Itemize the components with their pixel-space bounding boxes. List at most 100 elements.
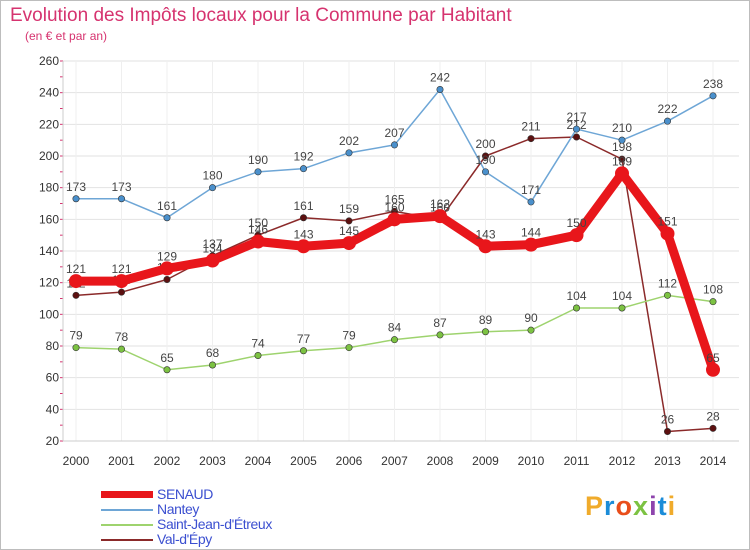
x-tick-label: 2009 <box>472 454 499 468</box>
data-label-saint-jean-d-treux: 108 <box>703 283 723 297</box>
data-label-val-d-py: 200 <box>475 137 495 151</box>
data-label-val-d-py: 26 <box>661 413 675 427</box>
data-point-val-d-py <box>709 424 717 432</box>
legend-label-senaud: SENAUD <box>157 486 213 502</box>
data-point-val-d-py <box>345 217 353 225</box>
x-tick-label: 2010 <box>518 454 545 468</box>
data-label-val-d-py: 28 <box>706 409 720 423</box>
data-label-val-d-py: 212 <box>566 118 586 132</box>
data-label-nantey: 207 <box>384 126 404 140</box>
data-label-val-d-py: 160 <box>430 200 450 214</box>
data-label-nantey: 173 <box>66 180 86 194</box>
data-label-saint-jean-d-treux: 89 <box>479 313 493 327</box>
logo-letter: t <box>657 491 668 521</box>
data-point-senaud <box>433 209 447 224</box>
data-point-nantey <box>618 136 626 144</box>
data-label-val-d-py: 159 <box>339 202 359 216</box>
legend-swatch-senaud <box>101 491 153 498</box>
data-point-senaud <box>160 261 174 276</box>
y-tick-label: 40 <box>46 402 60 416</box>
data-label-saint-jean-d-treux: 104 <box>566 289 586 303</box>
y-tick-label: 240 <box>39 86 59 100</box>
logo-letter: x <box>633 491 650 521</box>
data-label-saint-jean-d-treux: 74 <box>251 337 265 351</box>
data-label-senaud: 129 <box>157 249 177 263</box>
data-point-nantey <box>527 198 535 206</box>
legend-swatch-val-d-epy <box>101 539 153 541</box>
data-point-saint-jean-d-treux <box>709 298 717 306</box>
data-point-saint-jean-d-treux <box>572 304 580 312</box>
data-label-nantey: 173 <box>111 180 131 194</box>
data-point-val-d-py <box>163 275 171 283</box>
x-tick-label: 2011 <box>564 454 590 468</box>
data-label-saint-jean-d-treux: 65 <box>160 351 174 365</box>
data-label-nantey: 238 <box>703 77 723 91</box>
logo-letter: i <box>649 491 658 521</box>
data-label-senaud: 65 <box>706 351 720 365</box>
data-point-saint-jean-d-treux <box>254 351 262 359</box>
data-label-saint-jean-d-treux: 90 <box>524 311 538 325</box>
data-point-val-d-py <box>572 133 580 141</box>
data-label-nantey: 180 <box>202 169 222 183</box>
data-point-senaud <box>706 362 720 377</box>
data-label-val-d-py: 137 <box>202 237 222 251</box>
data-point-saint-jean-d-treux <box>618 304 626 312</box>
data-label-saint-jean-d-treux: 112 <box>658 276 677 290</box>
data-point-saint-jean-d-treux <box>345 344 353 352</box>
data-label-saint-jean-d-treux: 79 <box>342 329 356 343</box>
data-point-saint-jean-d-treux <box>72 344 80 352</box>
data-label-senaud: 121 <box>66 262 86 276</box>
data-label-nantey: 192 <box>293 150 313 164</box>
legend-label-val-d-epy: Val-d'Épy <box>157 531 212 547</box>
y-tick-label: 140 <box>39 244 59 258</box>
data-point-senaud <box>342 236 356 251</box>
data-point-saint-jean-d-treux <box>209 361 217 369</box>
x-tick-label: 2008 <box>427 454 454 468</box>
x-tick-label: 2012 <box>609 454 636 468</box>
legend-label-nantey: Nantey <box>157 501 199 517</box>
data-point-nantey <box>663 117 671 125</box>
data-label-val-d-py: 198 <box>612 140 632 154</box>
legend-swatch-nantey <box>101 509 153 511</box>
data-point-nantey <box>72 195 80 203</box>
data-label-senaud: 151 <box>657 215 677 229</box>
data-point-senaud <box>615 166 629 181</box>
data-point-senaud <box>569 228 584 243</box>
data-point-senaud <box>478 239 493 254</box>
logo-letter: i <box>667 491 677 521</box>
y-tick-label: 200 <box>39 149 59 163</box>
data-point-nantey <box>163 214 171 222</box>
x-tick-label: 2013 <box>654 454 681 468</box>
x-tick-label: 2007 <box>381 454 408 468</box>
data-label-senaud: 143 <box>475 227 495 241</box>
data-point-senaud <box>69 274 83 289</box>
x-tick-label: 2014 <box>700 454 727 468</box>
data-point-senaud <box>114 274 129 289</box>
logo-letter: r <box>604 491 616 521</box>
data-label-val-d-py: 150 <box>248 216 268 230</box>
data-label-senaud: 143 <box>293 227 313 241</box>
data-point-senaud <box>251 234 265 249</box>
data-label-nantey: 190 <box>248 153 268 167</box>
data-label-nantey: 190 <box>475 153 495 167</box>
data-label-senaud: 134 <box>202 242 222 256</box>
y-tick-label: 180 <box>39 181 59 195</box>
data-point-nantey <box>481 168 489 176</box>
data-point-val-d-py <box>299 214 307 222</box>
y-tick-label: 20 <box>46 434 60 448</box>
data-point-saint-jean-d-treux <box>118 345 126 353</box>
data-point-nantey <box>118 195 126 203</box>
data-point-nantey <box>390 141 398 149</box>
data-point-senaud <box>524 237 538 252</box>
data-point-senaud <box>205 253 220 268</box>
legend-swatch-saint-jean <box>101 524 153 526</box>
data-label-nantey: 171 <box>521 183 541 197</box>
legend-label-saint-jean: Saint-Jean-d'Étreux <box>157 516 272 532</box>
data-label-nantey: 222 <box>657 102 677 116</box>
data-label-senaud: 121 <box>111 262 131 276</box>
data-label-saint-jean-d-treux: 104 <box>612 289 632 303</box>
data-label-nantey: 217 <box>566 110 586 124</box>
data-label-nantey: 161 <box>157 199 177 213</box>
y-tick-label: 100 <box>39 307 59 321</box>
data-point-senaud <box>660 226 675 241</box>
